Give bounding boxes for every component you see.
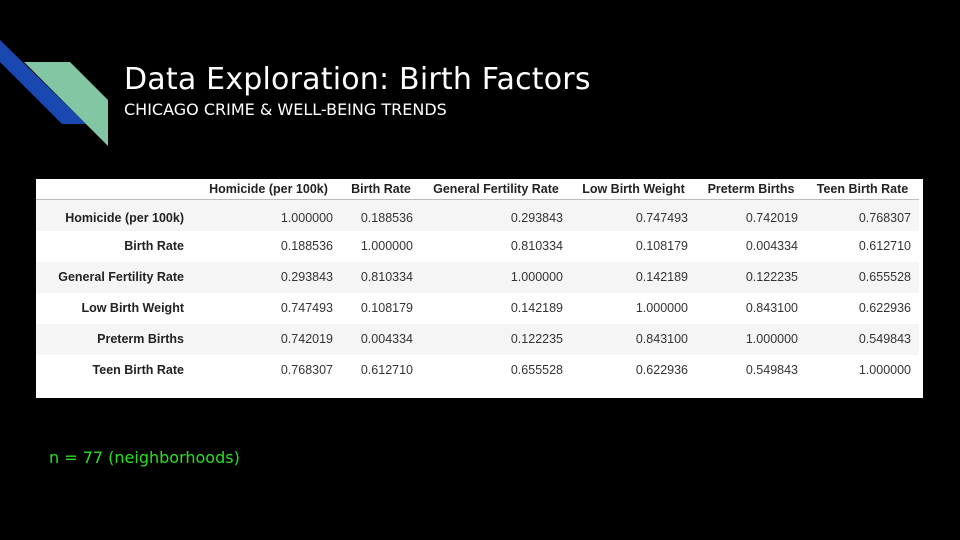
table-cell: 1.000000	[280, 211, 333, 226]
row-header: Homicide (per 100k)	[65, 211, 184, 226]
table-cell: 1.000000	[858, 363, 911, 377]
table-cell: 0.810334	[360, 270, 413, 284]
table-cell: 0.655528	[858, 270, 911, 284]
table-cell: 0.293843	[510, 211, 563, 226]
table-cell: 0.612710	[360, 363, 413, 377]
table-cell: 0.742019	[745, 211, 798, 226]
table-row: Low Birth Weight 0.747493 0.108179 0.142…	[36, 292, 919, 324]
column-header: Preterm Births	[696, 179, 806, 200]
table-cell: 0.004334	[360, 332, 413, 346]
table-cell: 0.810334	[510, 239, 563, 253]
table-cell: 0.122235	[510, 332, 563, 346]
table-cell: 0.747493	[280, 301, 333, 315]
green-stripe	[24, 62, 108, 146]
table-row: Homicide (per 100k) 1.000000 0.188536 0.…	[36, 199, 919, 231]
column-header: Low Birth Weight	[571, 179, 696, 200]
table-cell: 0.549843	[745, 363, 798, 377]
column-header: Homicide (per 100k)	[196, 179, 341, 200]
slide-title: Data Exploration: Birth Factors	[124, 62, 591, 97]
row-header: General Fertility Rate	[58, 270, 184, 284]
table-row: Preterm Births 0.742019 0.004334 0.12223…	[36, 323, 919, 355]
table-cell: 0.188536	[360, 211, 413, 226]
table-cell: 1.000000	[745, 332, 798, 346]
table-cell: 0.843100	[745, 301, 798, 315]
table-cell: 0.142189	[635, 270, 688, 284]
table-cell: 0.108179	[360, 301, 413, 315]
table-cell: 0.655528	[510, 363, 563, 377]
table-cell: 0.108179	[635, 239, 688, 253]
row-header: Low Birth Weight	[81, 301, 184, 315]
table-cell: 0.293843	[280, 270, 333, 284]
table-cell: 0.122235	[745, 270, 798, 284]
row-header: Teen Birth Rate	[92, 363, 184, 377]
table-cell: 1.000000	[635, 301, 688, 315]
table-cell: 0.612710	[858, 239, 911, 253]
table-row: Birth Rate 0.188536 1.000000 0.810334 0.…	[36, 230, 919, 262]
table-cell: 0.549843	[858, 332, 911, 346]
table-cell: 0.142189	[510, 301, 563, 315]
table-row: Teen Birth Rate 0.768307 0.612710 0.6555…	[36, 354, 919, 386]
table-cell: 0.747493	[635, 211, 688, 226]
row-header: Preterm Births	[97, 332, 184, 346]
decorative-stripes	[0, 40, 108, 146]
table-cell: 0.188536	[280, 239, 333, 253]
row-header: Birth Rate	[124, 239, 184, 253]
blue-stripe	[0, 40, 86, 124]
slide-subtitle: CHICAGO CRIME & WELL-BEING TRENDS	[124, 100, 447, 119]
table-cell: 0.843100	[635, 332, 688, 346]
column-header: General Fertility Rate	[421, 179, 571, 200]
table-header-row: Homicide (per 100k) Birth Rate General F…	[36, 179, 919, 200]
table-cell: 0.742019	[280, 332, 333, 346]
table-row: General Fertility Rate 0.293843 0.810334…	[36, 261, 919, 293]
column-header: Birth Rate	[341, 179, 421, 200]
table-cell: 1.000000	[510, 270, 563, 284]
correlation-table-image: Homicide (per 100k) Birth Rate General F…	[36, 179, 923, 398]
table-cell: 0.768307	[280, 363, 333, 377]
correlation-table: Homicide (per 100k) Birth Rate General F…	[36, 179, 919, 386]
table-cell: 0.004334	[745, 239, 798, 253]
sample-size-note: n = 77 (neighborhoods)	[49, 448, 240, 467]
header-corner	[36, 179, 196, 200]
table-cell: 0.622936	[858, 301, 911, 315]
table-cell: 1.000000	[360, 239, 413, 253]
table-cell: 0.768307	[858, 211, 911, 226]
column-header: Teen Birth Rate	[806, 179, 919, 200]
table-cell: 0.622936	[635, 363, 688, 377]
